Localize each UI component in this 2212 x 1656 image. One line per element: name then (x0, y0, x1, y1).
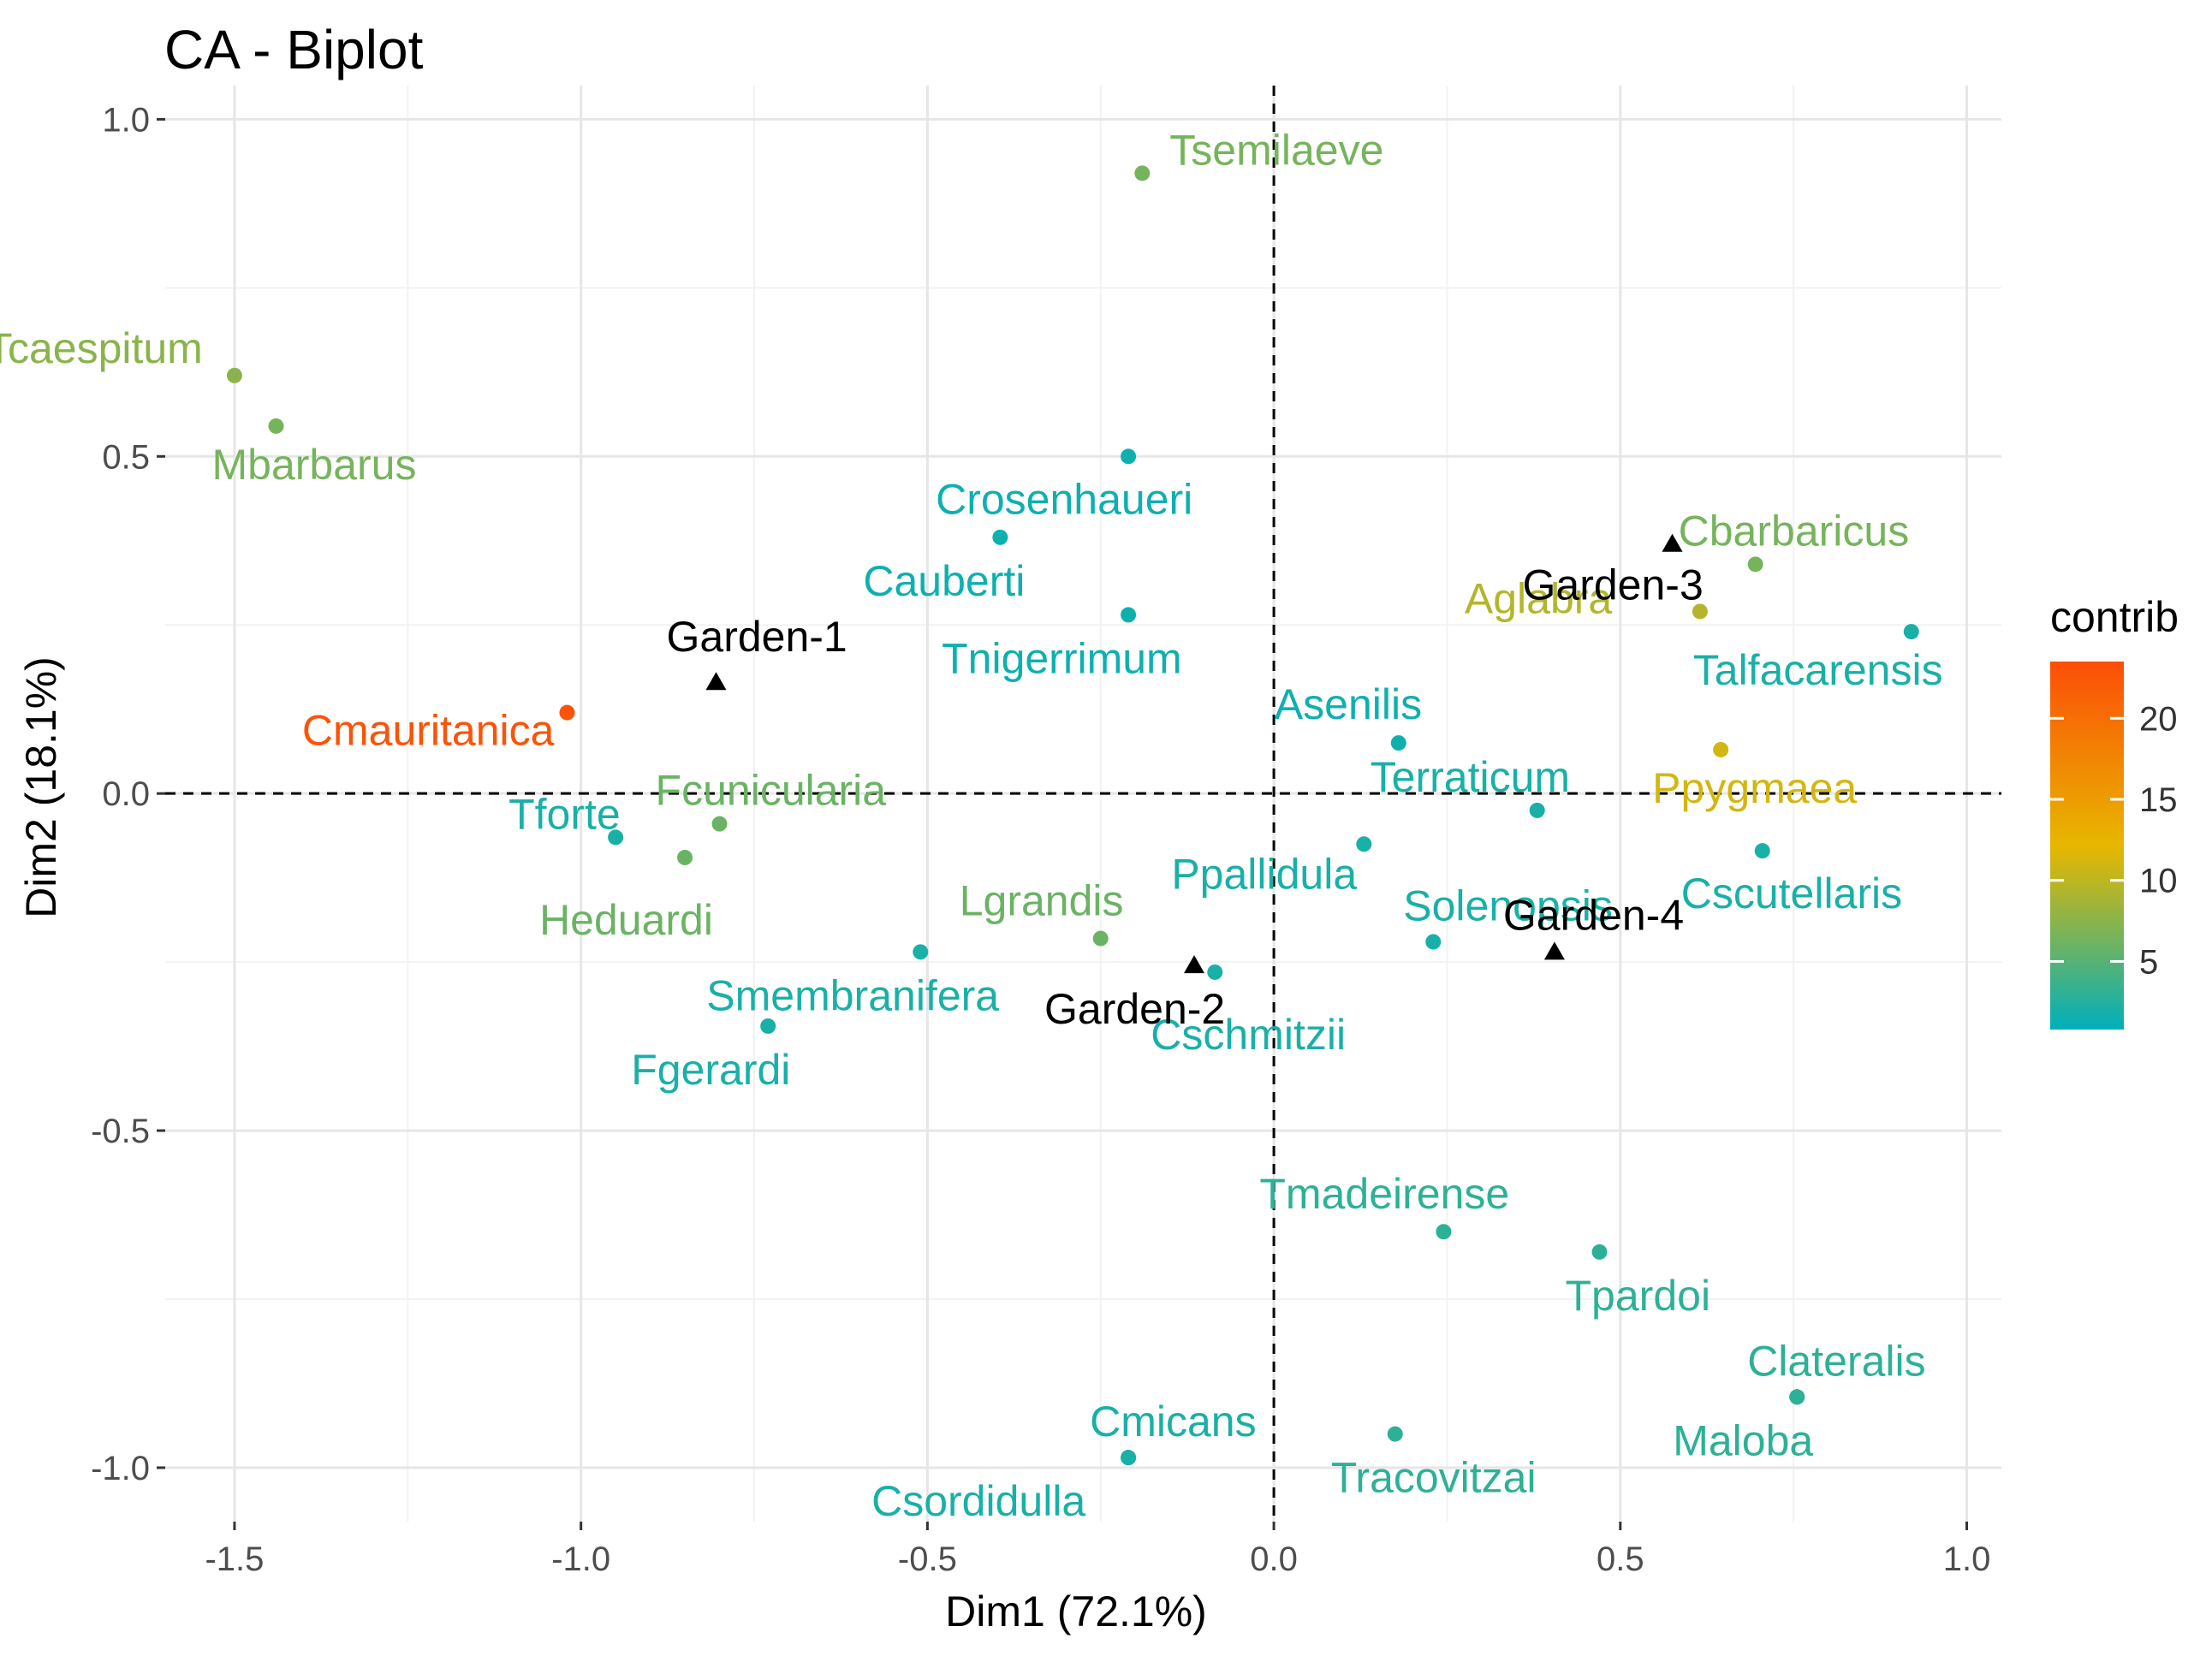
species-point (1436, 1224, 1452, 1240)
species-label: Crosenhaueri (936, 475, 1192, 523)
species-label: Csordidulla (871, 1477, 1085, 1525)
legend-colorbar (2050, 662, 2124, 1030)
legend-title: contrib (2050, 593, 2179, 641)
species-label: Talfacarensis (1693, 646, 1943, 694)
species-label: Maloba (1673, 1416, 1813, 1464)
species-label: Tpardoi (1566, 1272, 1711, 1320)
species-label: Solenopsis (1403, 881, 1613, 929)
species-point (226, 367, 242, 383)
y-tick-label: 0.0 (102, 775, 150, 813)
species-label: Smembranifera (706, 971, 999, 1019)
species-label: Terraticum (1371, 753, 1570, 801)
legend-tick-label: 10 (2139, 863, 2178, 900)
species-point (1591, 1243, 1608, 1260)
species-point (677, 850, 693, 866)
species-point (1134, 165, 1151, 181)
species-point (608, 829, 624, 846)
species-point (992, 529, 1008, 545)
species-point (1121, 448, 1137, 465)
species-label: Fcunicularia (656, 767, 887, 815)
species-label: Tsemilaeve (1169, 126, 1383, 174)
species-point (1425, 934, 1442, 950)
species-label: Cscutellaris (1681, 870, 1902, 917)
garden-point (1184, 955, 1205, 974)
species-point (1713, 741, 1729, 757)
x-tick-label: 0.0 (1250, 1540, 1298, 1578)
species-point (711, 816, 728, 832)
species-label: Lgrandis (960, 877, 1124, 925)
species-label: Fgerardi (631, 1046, 790, 1094)
garden-point (705, 672, 727, 691)
species-point (1692, 603, 1708, 620)
plot-panel (165, 86, 2001, 1522)
species-label: Cbarbaricus (1679, 507, 1910, 555)
garden-label: Garden-3 (1523, 561, 1704, 609)
species-point (1387, 1426, 1403, 1442)
legend: contrib 5 10 15 20 (2050, 593, 2179, 1030)
species-label: Tforte (508, 790, 621, 838)
y-tick-label: 0.5 (102, 438, 150, 476)
chart-title: CA - Biplot (164, 19, 424, 80)
species-label: Ppygmaea (1652, 764, 1857, 812)
species-label: Tcaespitum (0, 324, 203, 372)
y-axis-title: Dim2 (18.1%) (17, 656, 65, 918)
species-point (1903, 624, 1919, 640)
species-point (1207, 964, 1223, 980)
species-point (760, 1018, 776, 1034)
species-label: Mbarbarus (212, 441, 417, 489)
x-tick-label: -0.5 (898, 1540, 957, 1578)
species-point (1529, 802, 1545, 818)
species-label: Cmauritanica (302, 707, 555, 755)
species-point (1121, 1450, 1137, 1466)
species-label: Tnigerrimum (942, 634, 1182, 682)
garden-label: Garden-1 (667, 613, 847, 661)
species-label: Tracovitzai (1331, 1454, 1537, 1502)
reference-lines (165, 86, 2001, 1522)
x-tick-label: -1.0 (551, 1540, 610, 1578)
species-point (1121, 607, 1137, 623)
garden-label: Garden-2 (1044, 985, 1225, 1033)
species-point (268, 418, 284, 434)
point-labels: Tsemilaeve Tcaespitum Mbarbarus Crosenhauer… (0, 126, 1943, 1525)
species-point (1092, 930, 1109, 947)
grid (165, 86, 2001, 1522)
species-label: Heduardi (539, 896, 713, 944)
species-label: Asenilis (1275, 680, 1422, 728)
legend-tick-label: 20 (2139, 700, 2178, 738)
x-tick-label: 0.5 (1597, 1540, 1644, 1578)
species-point (1390, 735, 1406, 751)
y-tick-label: -0.5 (91, 1113, 150, 1150)
column-points (705, 533, 1683, 974)
y-tick-label: 1.0 (102, 101, 150, 139)
species-label: Ppallidula (1171, 850, 1357, 898)
legend-ticks: 5 10 15 20 (2050, 700, 2178, 981)
garden-point (1543, 941, 1565, 960)
species-label: Cmicans (1090, 1398, 1256, 1445)
legend-tick-label: 15 (2139, 781, 2178, 819)
species-label: Tmadeirense (1259, 1170, 1509, 1218)
y-tick-label: -1.0 (91, 1450, 150, 1487)
species-point (1789, 1389, 1805, 1405)
axes: -1.5 -1.0 -0.5 0.0 0.5 1.0 -1.0 -0.5 0.0 0.5 1.0 (91, 101, 1990, 1578)
species-point (1754, 843, 1770, 859)
x-tick-label: -1.5 (205, 1540, 264, 1578)
garden-label: Garden-4 (1503, 891, 1684, 939)
row-points (226, 165, 1919, 1466)
legend-tick-label: 5 (2139, 943, 2158, 981)
species-label: Aglabra (1465, 574, 1613, 622)
species-label: Cschmitzii (1151, 1011, 1346, 1059)
species-point (559, 704, 575, 721)
species-label: Cauberti (863, 557, 1025, 605)
species-point (913, 944, 929, 960)
species-point (1356, 836, 1372, 852)
species-label: Clateralis (1747, 1337, 1925, 1385)
garden-point (1662, 533, 1683, 552)
x-tick-label: 1.0 (1943, 1540, 1991, 1578)
x-axis-title: Dim1 (72.1%) (945, 1588, 1207, 1635)
species-point (1747, 556, 1763, 573)
